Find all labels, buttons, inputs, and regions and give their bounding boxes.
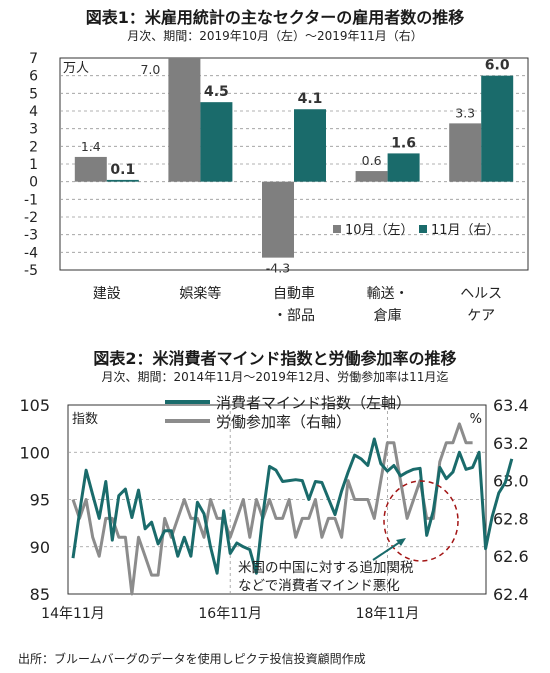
chart2-series-line bbox=[71, 422, 473, 596]
chart1-category-label: 輸送・ bbox=[367, 286, 409, 302]
chart2-annotation-text: 米国の中国に対する追加関税 bbox=[238, 560, 414, 576]
chart1-data-label: 0.1 bbox=[110, 162, 135, 178]
chart1-ytick-label: -4 bbox=[24, 245, 38, 261]
chart2-right-tick-label: 62.8 bbox=[493, 509, 529, 528]
chart2-left-tick-label: 90 bbox=[30, 538, 50, 557]
chart1-ytick-label: 4 bbox=[29, 104, 38, 120]
chart2-xtick-label: 14年11月 bbox=[41, 606, 105, 622]
chart1-bar bbox=[106, 179, 139, 182]
chart1-bar bbox=[387, 153, 420, 182]
chart1-bar bbox=[449, 123, 482, 182]
chart1-ytick-label: -3 bbox=[24, 228, 38, 244]
chart1-ytick-label: 6 bbox=[29, 69, 38, 85]
chart2-right-tick-label: 62.4 bbox=[493, 585, 529, 604]
chart2-xtick-label: 16年11月 bbox=[198, 606, 262, 622]
chart1-bar bbox=[74, 156, 107, 182]
chart1-unit-label: 万人 bbox=[63, 61, 89, 76]
chart2-right-axis-label: % bbox=[470, 412, 482, 427]
chart1-ytick-label: 0 bbox=[29, 175, 38, 191]
chart1-bar bbox=[168, 58, 201, 182]
chart1-bar-chart: 7 65 4 32 1 0-1 -2 -3-4 -5 万人 1.4 7.0 -4.3 0.6 3.3 0.1 4… bbox=[24, 51, 529, 324]
chart2-left-axis-label: 指数 bbox=[72, 412, 98, 427]
chart1-legend-label: 11月（右） bbox=[431, 223, 500, 238]
chart1-bar bbox=[262, 181, 294, 258]
chart1-bar bbox=[200, 102, 233, 182]
chart2-title: 図表2：米消費者マインド指数と労働参加率の推移 bbox=[93, 349, 457, 368]
chart1-data-label: 7.0 bbox=[140, 62, 160, 77]
chart1-data-label: 1.6 bbox=[391, 135, 416, 151]
chart1-category-label: 自動車 bbox=[273, 285, 315, 302]
chart1-data-label: 3.3 bbox=[455, 105, 475, 120]
chart1-ytick-label: -2 bbox=[24, 210, 38, 226]
chart1-category-label: 倉庫 bbox=[374, 307, 402, 324]
chart2-right-tick-label: 63.2 bbox=[493, 434, 529, 453]
chart1-legend-label: 10月（左） bbox=[345, 223, 414, 238]
chart1-ytick-label: -5 bbox=[24, 263, 38, 279]
chart1-category-label: 娯楽等 bbox=[179, 285, 221, 302]
chart1-ytick-label: -1 bbox=[24, 192, 38, 208]
chart2-subtitle: 月次、期間：2014年11月～2019年12月、労働参加率は11月迄 bbox=[101, 370, 449, 384]
chart1-category-label: ヘルス bbox=[460, 286, 502, 302]
chart2-left-tick-label: 100 bbox=[19, 443, 50, 462]
chart1-title: 図表1：米雇用統計の主なセクターの雇用者数の推移 bbox=[85, 8, 465, 27]
chart1-subtitle: 月次、期間：2019年10月（左）～2019年11月（右） bbox=[127, 29, 423, 43]
chart1-bar bbox=[294, 109, 326, 182]
chart1-legend-swatch bbox=[333, 225, 341, 233]
chart2-right-tick-label: 62.6 bbox=[493, 547, 529, 566]
chart1-category-label: 建設 bbox=[93, 286, 121, 302]
chart2-annotation-arrowhead bbox=[396, 538, 406, 546]
chart2-left-tick-label: 105 bbox=[19, 396, 50, 415]
chart1-data-label: 4.1 bbox=[298, 91, 323, 107]
chart1-category-label: ・部品 bbox=[273, 308, 315, 324]
chart1-data-label: 1.4 bbox=[81, 139, 101, 154]
chart2-annotation-arrow bbox=[372, 539, 404, 561]
chart2-legend-label: 消費者マインド指数（左軸） bbox=[216, 394, 411, 412]
chart2-right-tick-label: 63.4 bbox=[493, 396, 529, 415]
chart1-data-label: -4.3 bbox=[266, 261, 290, 276]
chart1-data-label: 4.5 bbox=[204, 84, 229, 100]
chart1-ytick-label: 5 bbox=[29, 86, 38, 102]
chart2-annotation-text: などで消費者マインド悪化 bbox=[238, 578, 400, 594]
chart2-series-line bbox=[71, 437, 514, 575]
chart1-data-label: 0.6 bbox=[362, 153, 382, 168]
chart1-ytick-label: 2 bbox=[29, 139, 38, 155]
chart1-category-label: ケア bbox=[467, 308, 495, 324]
chart2-left-tick-label: 95 bbox=[30, 491, 50, 510]
chart1-legend-swatch bbox=[419, 225, 427, 233]
chart2-left-tick-label: 85 bbox=[30, 585, 50, 604]
chart2-xtick-label: 18年11月 bbox=[356, 606, 420, 622]
chart1-ytick-label: 3 bbox=[29, 122, 38, 138]
chart2-line-chart: 105 100 95 90 85 63.4 63.2 63.0 62.8 62.6 62.4 14年1… bbox=[19, 394, 529, 622]
chart1-ytick-label: 7 bbox=[29, 51, 38, 67]
chart2-annotation-ellipse bbox=[383, 480, 459, 562]
chart1-bar bbox=[481, 75, 514, 182]
chart1-bar bbox=[355, 171, 388, 182]
source-footer: 出所：ブルームバーグのデータを使用しピクテ投信投資顧問作成 bbox=[18, 652, 366, 666]
chart2-legend-label: 労働参加率（右軸） bbox=[216, 413, 351, 431]
chart1-data-label: 6.0 bbox=[485, 58, 510, 74]
chart2-right-tick-label: 63.0 bbox=[493, 472, 529, 491]
chart1-ytick-label: 1 bbox=[29, 157, 38, 173]
